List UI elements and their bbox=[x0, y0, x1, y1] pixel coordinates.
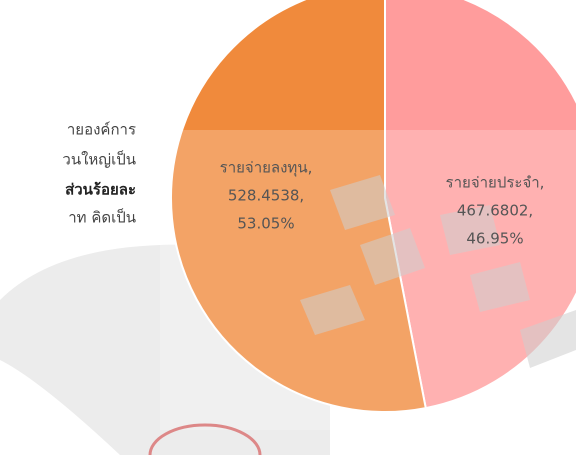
slice-label: รายจ่ายประจำ, bbox=[446, 174, 545, 192]
doc-line: วนใหญ่เป็น bbox=[62, 150, 136, 169]
seal bbox=[148, 423, 262, 455]
percentage-label: 46.95% bbox=[466, 230, 523, 248]
pie bbox=[170, 0, 576, 413]
doc-line: าท คิดเป็น bbox=[68, 208, 136, 227]
value-label: 467.6802, bbox=[457, 202, 533, 220]
watermark-stripes bbox=[300, 175, 576, 368]
pie-slice bbox=[384, 0, 576, 410]
percentage-label: 53.05% bbox=[237, 215, 294, 233]
pie-slice bbox=[170, 0, 427, 413]
labels: รายจ่ายลงทุน, 528.4538, 53.05% รายจ่ายประจำ… bbox=[220, 159, 545, 248]
slice-label: รายจ่ายลงทุน, bbox=[220, 159, 313, 178]
value-label: 528.4538, bbox=[228, 187, 304, 205]
doc-line: ายองค์การ bbox=[67, 121, 136, 139]
document-text: ายองค์การ วนใหญ่เป็น ส่วนร้อยละ าท คิดเป… bbox=[62, 121, 136, 227]
doc-line: ส่วนร้อยละ bbox=[65, 181, 136, 199]
